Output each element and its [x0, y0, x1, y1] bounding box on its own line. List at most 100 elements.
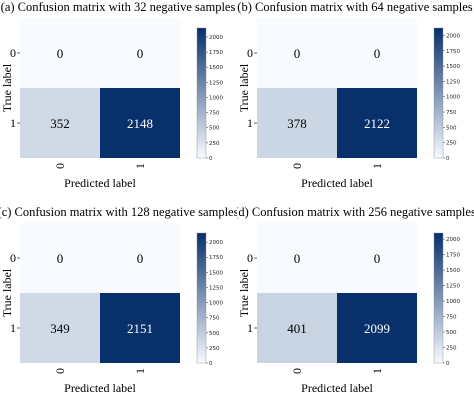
- colorbar-tick-label: 1000: [209, 95, 223, 101]
- heatmap-cell-0-1: [100, 18, 180, 88]
- colorbar-tick-label: 250: [209, 141, 220, 147]
- confusion-matrix-panel-0: (a) Confusion matrix with 32 negative sa…: [0, 0, 237, 204]
- heatmap-cell-1-0: [20, 293, 100, 363]
- colorbar-tick-label: 750: [446, 315, 457, 321]
- x-axis-label: Predicted label: [301, 381, 373, 395]
- colorbar-tick-label: 1750: [209, 50, 223, 56]
- colorbar-tick-label: 1000: [446, 299, 460, 305]
- y-tick-label: 1: [247, 321, 253, 335]
- colorbar: [196, 232, 207, 364]
- colorbar: [433, 27, 444, 159]
- x-tick-label: 0: [53, 163, 67, 169]
- heatmap-svg: (c) Confusion matrix with 128 negative s…: [0, 205, 237, 395]
- cell-value-label: 0: [294, 251, 301, 266]
- colorbar: [196, 27, 207, 159]
- y-axis-label: True label: [237, 268, 251, 317]
- panel-title: (a) Confusion matrix with 32 negative sa…: [1, 0, 236, 14]
- cell-value-label: 2151: [127, 321, 153, 336]
- cell-value-label: 0: [57, 251, 64, 266]
- cell-value-label: 0: [137, 251, 144, 266]
- colorbar-tick-label: 1500: [446, 64, 460, 70]
- heatmap-svg: (a) Confusion matrix with 32 negative sa…: [0, 0, 236, 190]
- x-axis-label: Predicted label: [64, 176, 136, 190]
- heatmap-cell-0-1: [100, 223, 180, 293]
- colorbar-tick-label: 1500: [209, 270, 223, 276]
- colorbar-tick-label: 1000: [209, 301, 223, 307]
- heatmap-cell-1-0: [257, 88, 337, 158]
- colorbar-tick-label: 1000: [446, 95, 460, 101]
- panel-title: (b) Confusion matrix with 64 negative sa…: [237, 0, 473, 14]
- heatmap-cell-0-1: [337, 18, 417, 88]
- heatmap-cell-0-1: [337, 223, 417, 293]
- cell-value-label: 2148: [127, 116, 153, 131]
- confusion-matrix-panel-2: (c) Confusion matrix with 128 negative s…: [0, 205, 237, 409]
- colorbar-tick-label: 0: [446, 361, 450, 367]
- colorbar-tick-label: 0: [209, 361, 213, 367]
- x-tick-label: 0: [290, 163, 304, 169]
- heatmap-svg: (d) Confusion matrix with 256 negative s…: [237, 205, 474, 395]
- colorbar-tick-label: 250: [209, 346, 220, 352]
- cell-value-label: 2122: [364, 116, 390, 131]
- confusion-matrix-panel-1: (b) Confusion matrix with 64 negative sa…: [237, 0, 474, 204]
- cell-value-label: 0: [137, 46, 144, 61]
- heatmap-cell-0-0: [257, 223, 337, 293]
- colorbar-tick-label: 500: [446, 330, 457, 336]
- colorbar-tick-label: 500: [446, 125, 457, 131]
- x-axis-label: Predicted label: [64, 381, 136, 395]
- heatmap-cell-1-1: [100, 293, 180, 363]
- heatmap-svg: (b) Confusion matrix with 64 negative sa…: [237, 0, 473, 190]
- y-tick-label: 1: [10, 116, 16, 130]
- colorbar-tick-label: 1500: [446, 268, 460, 274]
- cell-value-label: 378: [287, 116, 307, 131]
- colorbar-tick-label: 750: [446, 110, 457, 116]
- colorbar-tick-label: 1750: [446, 253, 460, 259]
- colorbar-tick-label: 0: [209, 156, 213, 162]
- y-axis-label: True label: [0, 63, 14, 112]
- heatmap-cell-0-0: [257, 18, 337, 88]
- colorbar-tick-label: 750: [209, 316, 220, 322]
- colorbar-tick-label: 500: [209, 331, 220, 337]
- colorbar-tick-label: 500: [209, 126, 220, 132]
- colorbar-tick-label: 2000: [209, 35, 223, 41]
- colorbar-tick-label: 1500: [209, 65, 223, 71]
- colorbar-tick-label: 2000: [446, 237, 460, 243]
- heatmap-cell-1-1: [337, 88, 417, 158]
- heatmap-cell-0-0: [20, 18, 100, 88]
- colorbar-tick-label: 1250: [209, 80, 223, 86]
- colorbar-tick-label: 1250: [446, 284, 460, 290]
- heatmap-cell-0-0: [20, 223, 100, 293]
- y-tick-label: 0: [247, 46, 253, 60]
- colorbar-tick-label: 1250: [209, 285, 223, 291]
- heatmap-cell-1-0: [257, 293, 337, 363]
- colorbar-tick-label: 1750: [209, 255, 223, 261]
- heatmap-cell-1-1: [337, 293, 417, 363]
- colorbar-tick-label: 1750: [446, 49, 460, 55]
- y-tick-label: 1: [10, 321, 16, 335]
- y-axis-label: True label: [0, 268, 14, 317]
- panel-title: (d) Confusion matrix with 256 negative s…: [237, 205, 474, 219]
- colorbar: [433, 232, 444, 364]
- x-axis-label: Predicted label: [301, 176, 373, 190]
- y-tick-label: 0: [10, 46, 16, 60]
- confusion-matrix-panel-3: (d) Confusion matrix with 256 negative s…: [237, 205, 474, 409]
- heatmap-cell-1-0: [20, 88, 100, 158]
- cell-value-label: 0: [374, 46, 381, 61]
- x-tick-label: 0: [53, 368, 67, 374]
- cell-value-label: 0: [294, 46, 301, 61]
- y-axis-label: True label: [237, 63, 251, 112]
- x-tick-label: 1: [133, 368, 147, 374]
- colorbar-tick-label: 2000: [209, 240, 223, 246]
- heatmap-cell-1-1: [100, 88, 180, 158]
- y-tick-label: 1: [247, 116, 253, 130]
- y-tick-label: 0: [10, 251, 16, 265]
- cell-value-label: 349: [50, 321, 70, 336]
- cell-value-label: 0: [374, 251, 381, 266]
- colorbar-tick-label: 750: [209, 111, 220, 117]
- x-tick-label: 0: [290, 368, 304, 374]
- colorbar-tick-label: 2000: [446, 33, 460, 39]
- cell-value-label: 401: [287, 321, 307, 336]
- x-tick-label: 1: [370, 163, 384, 169]
- colorbar-tick-label: 250: [446, 141, 457, 147]
- cell-value-label: 0: [57, 46, 64, 61]
